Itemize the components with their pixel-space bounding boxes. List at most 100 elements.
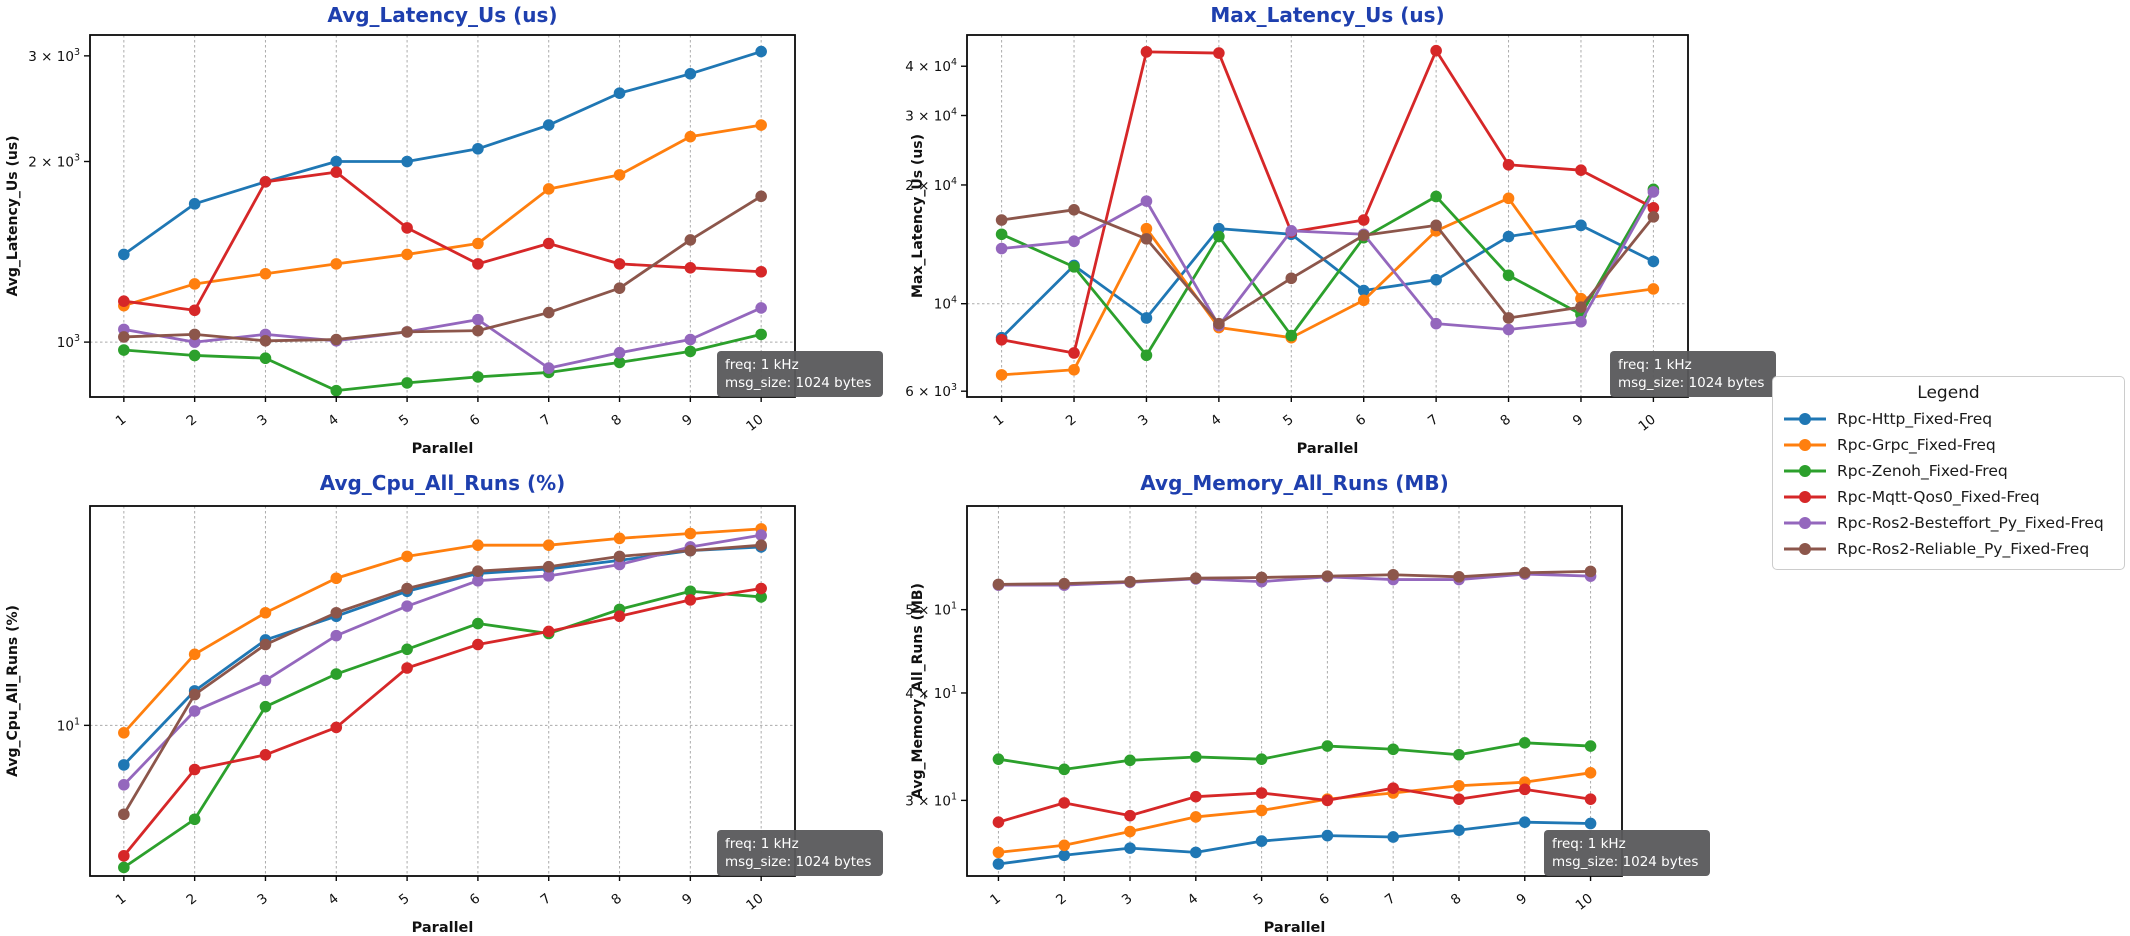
data-point <box>1518 816 1531 828</box>
data-point <box>1068 261 1080 273</box>
series-line <box>123 589 762 869</box>
data-point <box>613 356 626 369</box>
data-point <box>472 617 484 630</box>
x-axis-label: Parallel <box>412 441 474 457</box>
data-point <box>684 130 697 143</box>
x-tick-label: 4 <box>1208 412 1225 430</box>
data-point <box>1357 294 1370 307</box>
x-tick-label: 9 <box>1514 891 1531 909</box>
data-point <box>542 306 555 319</box>
data-point <box>1190 811 1202 823</box>
data-point <box>259 749 272 761</box>
data-point <box>330 384 343 397</box>
data-point <box>684 234 697 246</box>
data-point <box>188 688 201 701</box>
legend-item: Rpc-Mqtt-Qos0_Fixed-Freq <box>1773 484 2124 510</box>
data-point <box>1647 211 1660 223</box>
chart-title: Max_Latency_Us (us) <box>1210 3 1444 27</box>
data-point <box>330 629 343 642</box>
data-point <box>1647 255 1660 268</box>
data-point <box>1387 568 1399 581</box>
series-line <box>1000 223 1655 339</box>
legend-item-label: Rpc-Ros2-Besteffort_Py_Fixed-Freq <box>1837 514 2104 532</box>
data-point <box>995 214 1008 226</box>
legend-item: Rpc-Grpc_Fixed-Freq <box>1773 432 2124 458</box>
annotation-line2: msg_size: 1024 bytes <box>1618 375 1764 391</box>
annotation-box <box>1610 351 1776 397</box>
data-point <box>684 333 697 346</box>
data-point <box>1584 817 1597 830</box>
y-tick-label: 6 × 103 <box>905 382 957 400</box>
data-point <box>1453 793 1465 805</box>
x-tick-label: 6 <box>467 412 484 430</box>
x-tick-label: 10 <box>1573 891 1596 914</box>
y-tick-label: 103 <box>57 333 80 351</box>
data-point <box>1518 566 1531 579</box>
y-axis-label: Avg_Cpu_All_Runs (%) <box>5 605 21 777</box>
data-point <box>755 582 767 595</box>
data-point <box>472 142 484 155</box>
series-line <box>122 587 762 857</box>
plot-area <box>966 505 1623 877</box>
series-line <box>122 533 762 786</box>
data-point <box>1430 190 1442 203</box>
data-point <box>542 362 555 374</box>
data-point <box>1058 577 1071 590</box>
data-point <box>1430 273 1442 286</box>
data-point <box>992 858 1005 870</box>
data-point <box>118 850 130 862</box>
data-point <box>1584 767 1597 779</box>
data-point <box>188 705 201 717</box>
series-marker-icon <box>1784 517 1826 529</box>
series-line <box>1001 191 1655 331</box>
data-point <box>1502 230 1515 243</box>
x-tick-label: 2 <box>183 891 200 909</box>
avg-cpu-chart: 101 1 2 3 4 5 6 7 8 9 10 Parallel Avg_Cpu_All_Runs (… <box>5 471 883 936</box>
data-point <box>1453 748 1465 761</box>
data-point <box>613 610 626 623</box>
legend-item-label: Rpc-Http_Fixed-Freq <box>1837 410 1993 428</box>
data-point <box>755 265 767 278</box>
legend-item-label: Rpc-Mqtt-Qos0_Fixed-Freq <box>1837 488 2040 506</box>
x-tick-label: 3 <box>254 891 271 909</box>
y-tick-label: 4 × 101 <box>905 684 957 702</box>
data-point <box>542 539 555 551</box>
data-point <box>613 282 626 294</box>
x-tick-label: 4 <box>325 412 342 430</box>
data-point <box>1285 272 1298 285</box>
data-point <box>1124 575 1136 588</box>
x-axis-label: Parallel <box>1264 920 1326 936</box>
data-point <box>1647 186 1660 198</box>
legend-item: Rpc-Ros2-Besteffort_Py_Fixed-Freq <box>1773 510 2124 536</box>
y-axis-label: Avg_Memory_All_Runs (MB) <box>910 583 926 799</box>
data-point <box>995 369 1008 381</box>
data-point <box>401 643 413 656</box>
data-point <box>472 371 484 383</box>
data-point <box>1058 849 1071 862</box>
data-point <box>613 532 626 545</box>
x-tick-label: 10 <box>1635 412 1658 435</box>
data-point <box>992 816 1005 828</box>
series-marker-icon <box>1784 413 1826 425</box>
data-point <box>188 763 201 776</box>
data-point <box>401 248 413 261</box>
x-tick-label: 7 <box>538 412 555 430</box>
data-point <box>1584 740 1597 752</box>
legend-items: Rpc-Http_Fixed-Freq Rpc-Grpc_Fixed-Freq Rp… <box>1773 406 2124 562</box>
data-point <box>684 68 697 80</box>
data-point <box>188 813 201 826</box>
data-point <box>1285 329 1298 342</box>
chart-title: Avg_Cpu_All_Runs (%) <box>320 471 566 495</box>
data-point <box>401 600 413 612</box>
data-point <box>1321 570 1334 582</box>
data-point <box>755 190 767 203</box>
data-point <box>1255 571 1268 584</box>
data-point <box>188 328 201 341</box>
data-point <box>1213 47 1225 59</box>
data-point <box>1518 737 1531 749</box>
y-tick-label: 4 × 104 <box>905 57 957 75</box>
legend-item-label: Rpc-Grpc_Fixed-Freq <box>1837 436 1996 454</box>
x-tick-label: 9 <box>679 412 696 430</box>
series-line <box>123 333 762 393</box>
x-tick-label: 4 <box>1185 891 1202 909</box>
